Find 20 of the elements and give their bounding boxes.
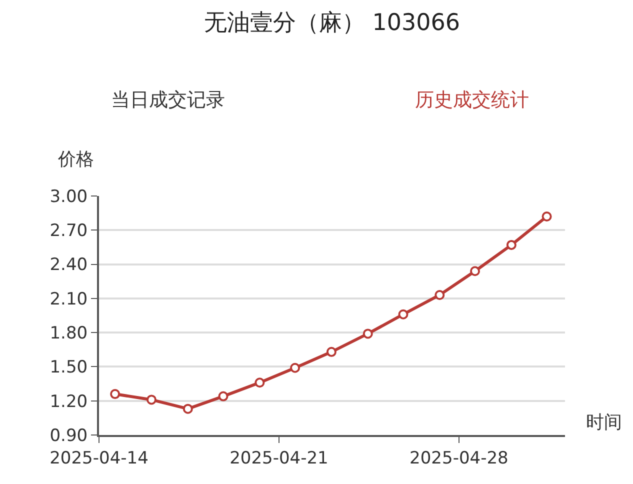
chart-title: 无油壹分（麻） 103066 [204,10,460,36]
x-tick-label: 2025-04-14 [50,448,148,468]
y-axis-title: 价格 [57,149,94,170]
x-tick-label: 2025-04-21 [230,448,328,468]
y-tick-label: 3.00 [50,186,88,207]
y-tick-label: 2.70 [50,221,88,242]
y-tick-label: 1.80 [50,324,88,344]
point [470,266,480,276]
y-tick-label: 1.50 [50,358,88,378]
y-tick-label: 0.90 [50,426,88,446]
y-tick-label: 1.20 [50,392,88,412]
point [146,394,156,405]
point [434,290,445,300]
x-axis-title: 时间 [586,412,622,433]
y-tick-label: 2.40 [50,255,88,276]
point [542,211,552,222]
x-tick-label: 2025-04-28 [410,448,508,468]
text: 当日成交记录 [111,89,225,111]
y-tick-label: 2.10 [50,289,88,310]
text: 历史成交统计 [415,89,529,111]
